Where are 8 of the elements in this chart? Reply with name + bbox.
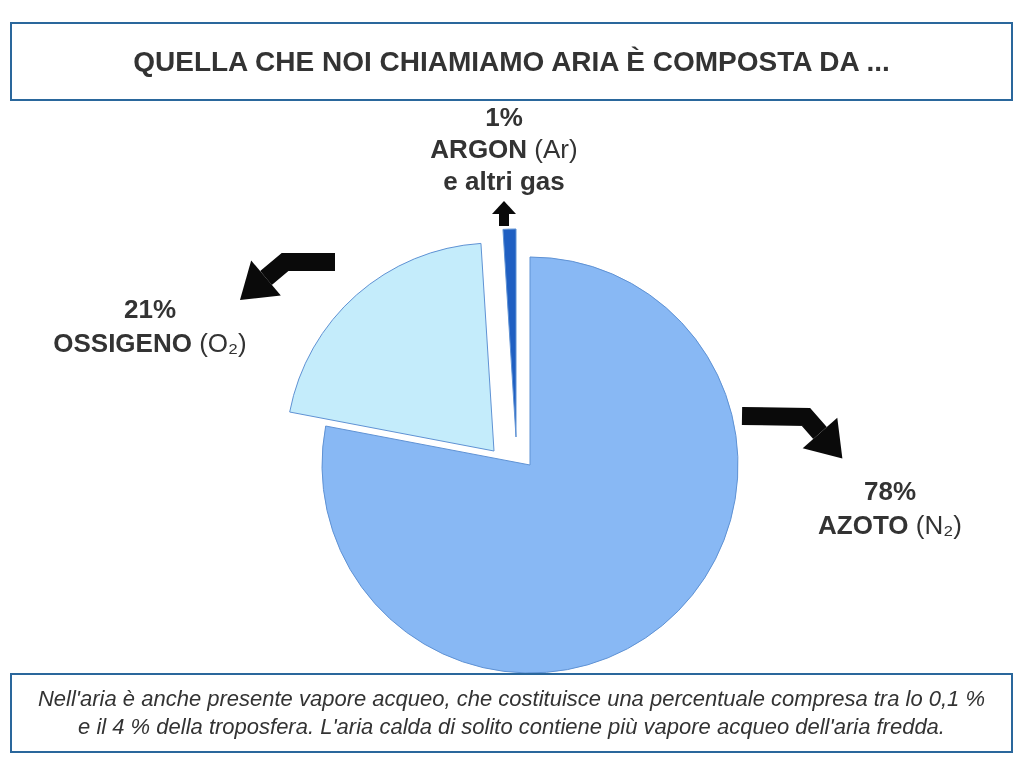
chart-title: QUELLA CHE NOI CHIAMIAMO ARIA È COMPOSTA DA ... <box>133 45 890 78</box>
slice-label: OSSIGENO (O₂) <box>53 328 247 358</box>
slice-label: ARGON (Ar) e altri gas <box>430 134 578 196</box>
text: Nell'aria è anche presente vapore acqueo, che costituisce una percentuale compresa tra lo 0,1 % e il 4 % della troposfera. L'aria calda di solito contiene più vapore acqueo dell'aria fredda. <box>36 685 987 741</box>
data-label: 1% <box>485 102 523 132</box>
data-label: 21% <box>123 294 177 324</box>
data-label: 78% <box>863 476 917 506</box>
slice-label: AZOTO (N₂) <box>818 510 962 540</box>
